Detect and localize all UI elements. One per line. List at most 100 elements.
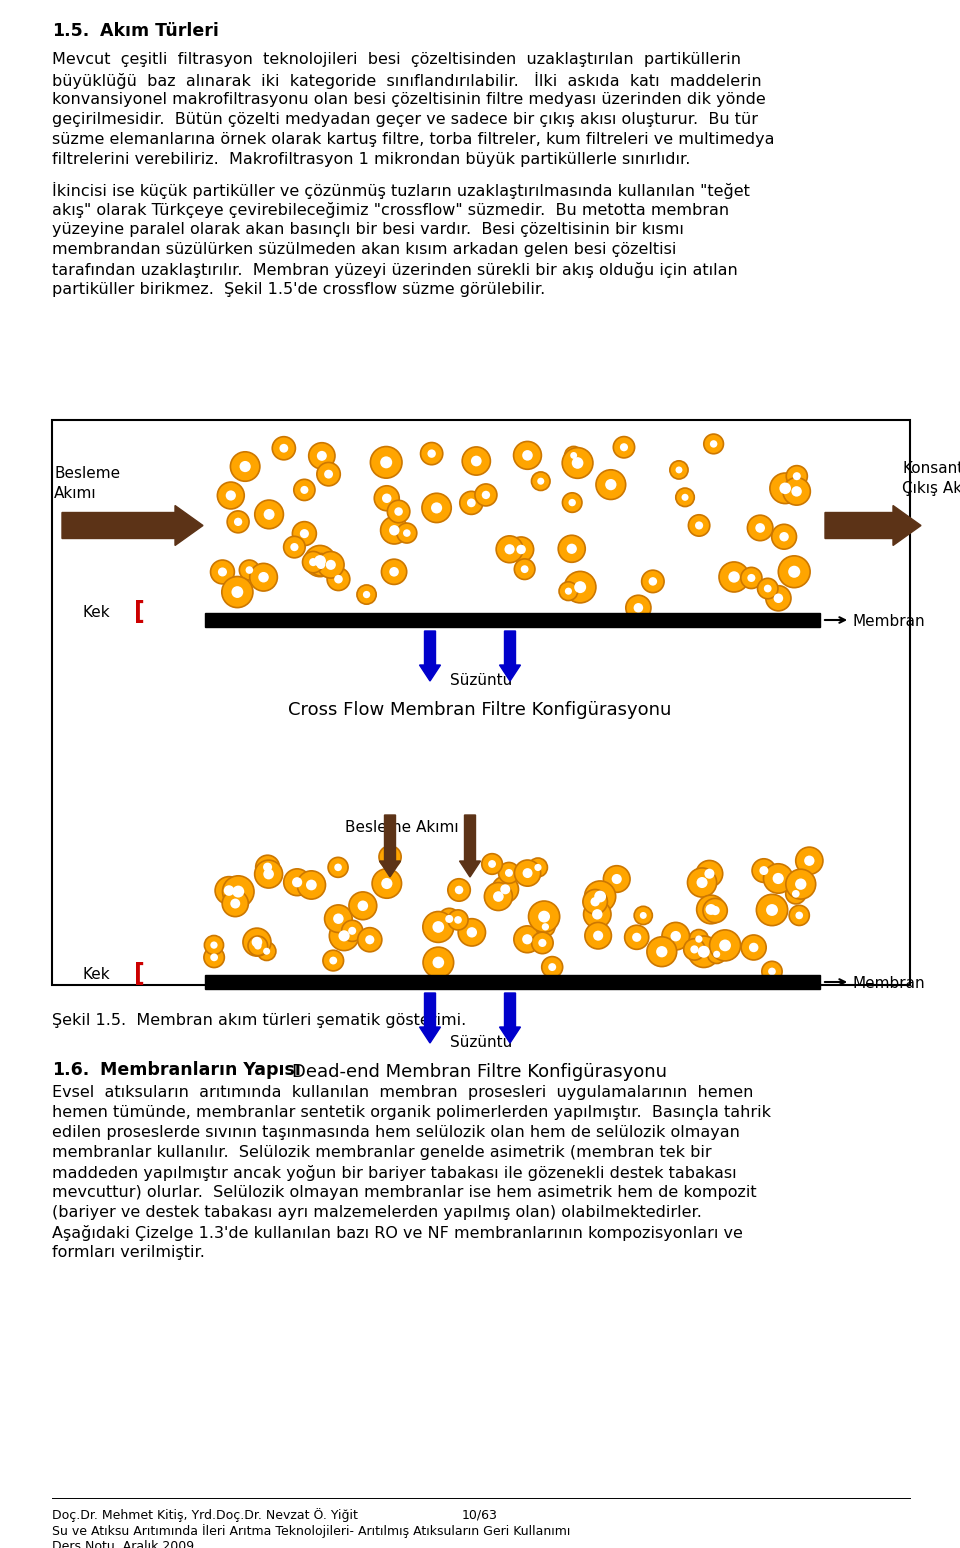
Circle shape	[764, 585, 772, 593]
Circle shape	[445, 915, 453, 923]
Circle shape	[779, 556, 810, 588]
Text: Besleme: Besleme	[54, 466, 120, 481]
Text: partiküller birikmez.  Şekil 1.5'de crossflow süzme görülebilir.: partiküller birikmez. Şekil 1.5'de cross…	[52, 282, 545, 297]
Circle shape	[258, 571, 269, 582]
Circle shape	[324, 906, 352, 932]
Text: Kek: Kek	[82, 968, 109, 981]
Circle shape	[604, 865, 630, 892]
Circle shape	[264, 509, 275, 520]
Circle shape	[766, 585, 791, 611]
Circle shape	[698, 946, 709, 958]
Text: Aşağıdaki Çizelge 1.3'de kullanılan bazı RO ve NF membranlarının kompozisyonları: Aşağıdaki Çizelge 1.3'de kullanılan bazı…	[52, 1224, 743, 1241]
Circle shape	[482, 853, 502, 875]
Circle shape	[709, 930, 740, 961]
Circle shape	[772, 525, 797, 550]
Circle shape	[395, 508, 403, 515]
Circle shape	[422, 494, 451, 523]
Circle shape	[239, 560, 259, 580]
Circle shape	[791, 486, 802, 497]
Circle shape	[709, 440, 717, 447]
Circle shape	[748, 515, 773, 540]
Circle shape	[684, 938, 705, 960]
Circle shape	[292, 878, 302, 887]
Circle shape	[325, 560, 336, 570]
Circle shape	[357, 585, 376, 604]
Circle shape	[342, 920, 363, 941]
Circle shape	[365, 935, 374, 944]
Circle shape	[780, 533, 789, 542]
Text: akış" olarak Türkçeye çevirebileceğimiz "crossflow" süzmedir.  Bu metotta membra: akış" olarak Türkçeye çevirebileceğimiz …	[52, 201, 730, 218]
Circle shape	[471, 455, 482, 466]
Circle shape	[796, 912, 804, 920]
Circle shape	[327, 568, 349, 590]
Circle shape	[283, 536, 305, 557]
Circle shape	[458, 918, 486, 946]
Circle shape	[768, 968, 776, 975]
Circle shape	[230, 898, 240, 909]
Circle shape	[763, 864, 793, 893]
Circle shape	[583, 890, 608, 913]
Circle shape	[516, 545, 526, 554]
Circle shape	[690, 946, 699, 954]
Circle shape	[339, 930, 349, 941]
Circle shape	[625, 926, 649, 949]
Circle shape	[210, 560, 234, 584]
FancyArrow shape	[460, 814, 481, 878]
Circle shape	[514, 441, 541, 469]
Circle shape	[695, 522, 703, 529]
Circle shape	[358, 927, 382, 952]
Circle shape	[387, 500, 410, 523]
Circle shape	[536, 918, 555, 937]
Circle shape	[427, 449, 436, 458]
Circle shape	[389, 525, 399, 536]
Bar	[205, 975, 820, 989]
Circle shape	[455, 885, 464, 895]
Circle shape	[509, 537, 534, 562]
Circle shape	[500, 884, 511, 895]
Text: tarafından uzaklaştırılır.  Membran yüzeyi üzerinden sürekli bir akış olduğu içi: tarafından uzaklaştırılır. Membran yüzey…	[52, 262, 737, 279]
Text: 1.6.: 1.6.	[52, 1060, 89, 1079]
Circle shape	[529, 858, 547, 876]
Circle shape	[215, 876, 243, 904]
Text: Besleme Akımı: Besleme Akımı	[345, 820, 459, 834]
Circle shape	[515, 559, 535, 579]
FancyArrow shape	[420, 992, 441, 1043]
Circle shape	[515, 861, 540, 885]
Circle shape	[596, 469, 626, 500]
FancyArrow shape	[420, 632, 441, 681]
Circle shape	[688, 937, 719, 968]
Circle shape	[309, 559, 317, 567]
Circle shape	[254, 500, 283, 529]
Circle shape	[488, 861, 496, 868]
Text: 1.5.: 1.5.	[52, 22, 89, 40]
Circle shape	[762, 961, 782, 981]
Circle shape	[632, 933, 641, 941]
Circle shape	[226, 491, 236, 500]
Circle shape	[532, 932, 553, 954]
Circle shape	[257, 943, 276, 960]
Circle shape	[498, 862, 519, 884]
Circle shape	[263, 868, 274, 879]
Circle shape	[756, 523, 765, 533]
Circle shape	[389, 567, 398, 576]
Circle shape	[329, 957, 337, 964]
Circle shape	[796, 847, 823, 875]
Text: formları verilmiştir.: formları verilmiştir.	[52, 1245, 204, 1260]
Circle shape	[263, 947, 270, 955]
Text: [: [	[134, 601, 145, 624]
Circle shape	[431, 503, 443, 514]
Circle shape	[467, 927, 477, 938]
Circle shape	[462, 447, 491, 475]
Circle shape	[708, 944, 726, 963]
Circle shape	[371, 446, 402, 478]
Circle shape	[697, 895, 726, 924]
Circle shape	[324, 469, 333, 478]
Circle shape	[566, 543, 577, 554]
Circle shape	[594, 890, 606, 902]
Circle shape	[423, 947, 454, 978]
Circle shape	[381, 559, 407, 585]
Circle shape	[590, 898, 600, 907]
Circle shape	[492, 876, 518, 902]
Circle shape	[329, 921, 359, 950]
Circle shape	[719, 562, 749, 591]
